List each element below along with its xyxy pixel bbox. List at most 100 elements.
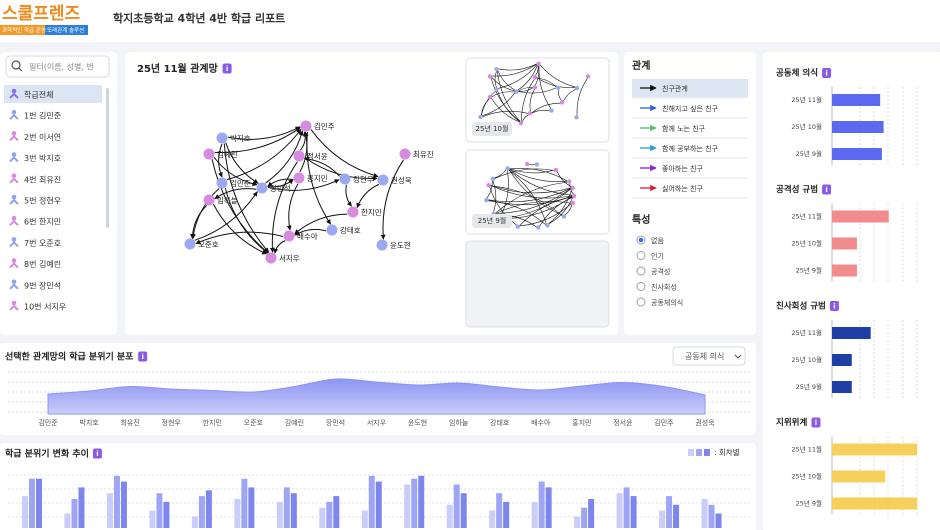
- logo-tag-bg: [45, 25, 88, 35]
- bar: [666, 496, 673, 528]
- bar: [503, 501, 510, 528]
- network-edge: [498, 64, 538, 89]
- dropdown[interactable]: [672, 346, 746, 366]
- legend-swatch: [704, 449, 710, 456]
- network-edge: [576, 78, 588, 116]
- relation-label[interactable]: 친구관계: [662, 84, 688, 93]
- search-box[interactable]: [5, 55, 110, 78]
- student-icon: [9, 156, 19, 163]
- bar: [418, 475, 425, 528]
- info-icon: i: [825, 70, 827, 78]
- network-edge: [497, 70, 516, 91]
- network-edge: [190, 205, 207, 239]
- network-node[interactable]: [377, 174, 389, 186]
- network-edge: [536, 77, 557, 88]
- network-edge: [195, 231, 284, 245]
- network-node[interactable]: [216, 177, 228, 189]
- thumbnail-node: [532, 75, 538, 80]
- thumbnail-label: 25년 9월: [478, 216, 506, 225]
- network-edge: [213, 156, 258, 187]
- network-node[interactable]: [265, 252, 277, 264]
- relation-label[interactable]: 좋아하는 친구: [662, 164, 703, 173]
- bar: [588, 499, 595, 528]
- student-icon: [9, 262, 19, 269]
- network-node[interactable]: [339, 173, 351, 185]
- network-edge: [194, 191, 258, 241]
- student-icon: [9, 283, 19, 290]
- student-icon: [11, 300, 17, 306]
- network-node[interactable]: [203, 194, 215, 206]
- thumbnail[interactable]: [465, 57, 610, 143]
- thumbnail-node: [553, 167, 559, 173]
- bar: [531, 501, 538, 528]
- x-tick-label: 장민석: [326, 418, 345, 427]
- student-item[interactable]: 5번 정현우: [24, 196, 61, 206]
- bar: [673, 504, 680, 528]
- radio[interactable]: [636, 297, 646, 307]
- student-item[interactable]: 7번 오준호: [24, 239, 61, 248]
- network-node[interactable]: [203, 148, 215, 160]
- student-item[interactable]: 10번 서지우: [24, 303, 66, 312]
- thumbnail-graph: [478, 61, 591, 126]
- network-node[interactable]: [300, 120, 312, 132]
- y-tick-label: 25년 11월: [791, 212, 822, 221]
- network-edge: [563, 89, 576, 102]
- header-bar: [0, 0, 940, 42]
- bar: [290, 493, 297, 528]
- student-item[interactable]: 4번 최유진: [24, 174, 61, 184]
- thumbnail-node: [487, 74, 493, 79]
- network-node[interactable]: [347, 206, 359, 218]
- student-item[interactable]: 1번 김민준: [24, 111, 61, 121]
- trait-label: 공동체의식: [651, 298, 683, 307]
- scrollbar: [106, 88, 109, 228]
- network-node[interactable]: [326, 224, 338, 236]
- dropdown-label[interactable]: 공동체 의식: [685, 351, 724, 361]
- network-node[interactable]: [256, 182, 268, 194]
- bar: [832, 354, 852, 366]
- student-item[interactable]: 6번 한지민: [24, 217, 61, 227]
- thumbnail-node: [574, 85, 580, 91]
- network-node[interactable]: [216, 132, 228, 144]
- node-label: 장민석: [270, 183, 291, 193]
- bar: [538, 481, 545, 528]
- network-node[interactable]: [184, 238, 196, 250]
- relation-label[interactable]: 함께 공부하는 친구: [662, 144, 719, 153]
- network-edge: [509, 168, 568, 182]
- bar: [29, 478, 35, 528]
- relation-label[interactable]: 친해지고 싶은 친구: [662, 104, 719, 113]
- relation-label[interactable]: 함께 노는 친구: [662, 124, 706, 133]
- network-node[interactable]: [293, 150, 305, 162]
- network-title: 25년 11월 관계망: [137, 62, 219, 75]
- radio[interactable]: [636, 266, 646, 276]
- student-item[interactable]: 학급전체: [24, 90, 53, 100]
- bar: [832, 381, 852, 393]
- bar: [832, 470, 886, 483]
- network-node[interactable]: [376, 239, 388, 251]
- network-edge: [481, 98, 490, 116]
- network-node[interactable]: [293, 172, 305, 184]
- node-label: 정서윤: [307, 151, 328, 161]
- student-item[interactable]: 8번 김예린: [24, 259, 61, 269]
- bar: [156, 493, 163, 528]
- relation-label[interactable]: 싫어하는 친구: [662, 184, 703, 193]
- network-edge: [531, 109, 550, 114]
- student-item[interactable]: 9번 장민석: [24, 280, 61, 290]
- network-node[interactable]: [399, 148, 411, 160]
- network-edge: [517, 65, 538, 91]
- network-node[interactable]: [283, 230, 295, 242]
- bar: [248, 487, 255, 528]
- network-edge: [498, 63, 537, 71]
- node-label: 정현우: [353, 174, 374, 184]
- x-tick-label: 배수아: [531, 418, 551, 427]
- info-icon: i: [141, 353, 143, 361]
- radio[interactable]: [636, 282, 646, 291]
- student-item[interactable]: 3번 박지호: [24, 153, 61, 163]
- thumbnail-node: [478, 114, 483, 120]
- student-item[interactable]: 2번 이서연: [24, 132, 61, 142]
- chart-title: 친사회성 규범: [776, 301, 826, 312]
- thumbnail-node: [555, 85, 561, 90]
- network-edge: [225, 142, 259, 184]
- node-label: 임하늘: [217, 195, 238, 205]
- bar: [581, 507, 588, 528]
- radio[interactable]: [636, 251, 646, 260]
